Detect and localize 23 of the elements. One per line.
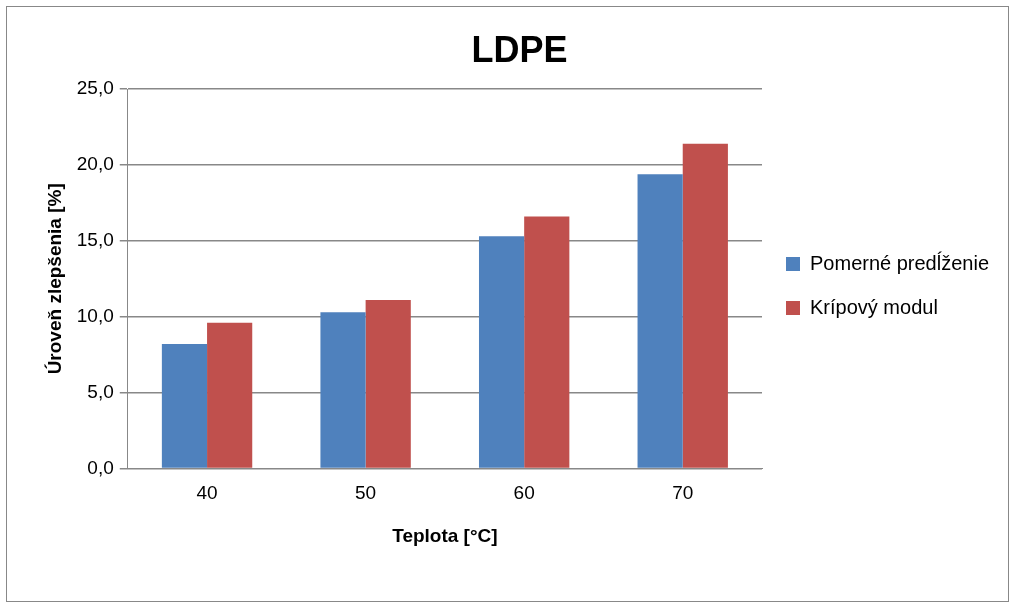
bar — [161, 344, 208, 468]
y-axis-title: Úroveň zlepšenia [%] — [43, 183, 65, 375]
bar — [207, 322, 253, 468]
y-tick-label: 5,0 — [87, 380, 114, 402]
y-tick-label: 0,0 — [87, 456, 114, 478]
y-tick-label: 20,0 — [76, 153, 114, 175]
chart-title: LDPE — [471, 28, 568, 70]
bar — [682, 143, 728, 468]
x-axis-title: Teplota [°C] — [392, 524, 498, 546]
bar — [524, 216, 570, 468]
y-tick-label: 15,0 — [76, 229, 114, 251]
legend-label: Pomerné predĺženie — [810, 250, 990, 274]
x-tick-label: 60 — [513, 482, 535, 504]
legend-label: Krípový modul — [810, 295, 938, 318]
bar — [320, 312, 366, 468]
y-tick-label: 25,0 — [76, 77, 114, 99]
bar — [365, 300, 411, 468]
x-tick-label: 50 — [355, 482, 377, 504]
bar — [637, 174, 683, 468]
x-tick-label: 70 — [672, 482, 694, 504]
y-tick-label: 10,0 — [76, 304, 114, 326]
bar — [478, 236, 525, 468]
x-tick-label: 40 — [196, 482, 218, 504]
